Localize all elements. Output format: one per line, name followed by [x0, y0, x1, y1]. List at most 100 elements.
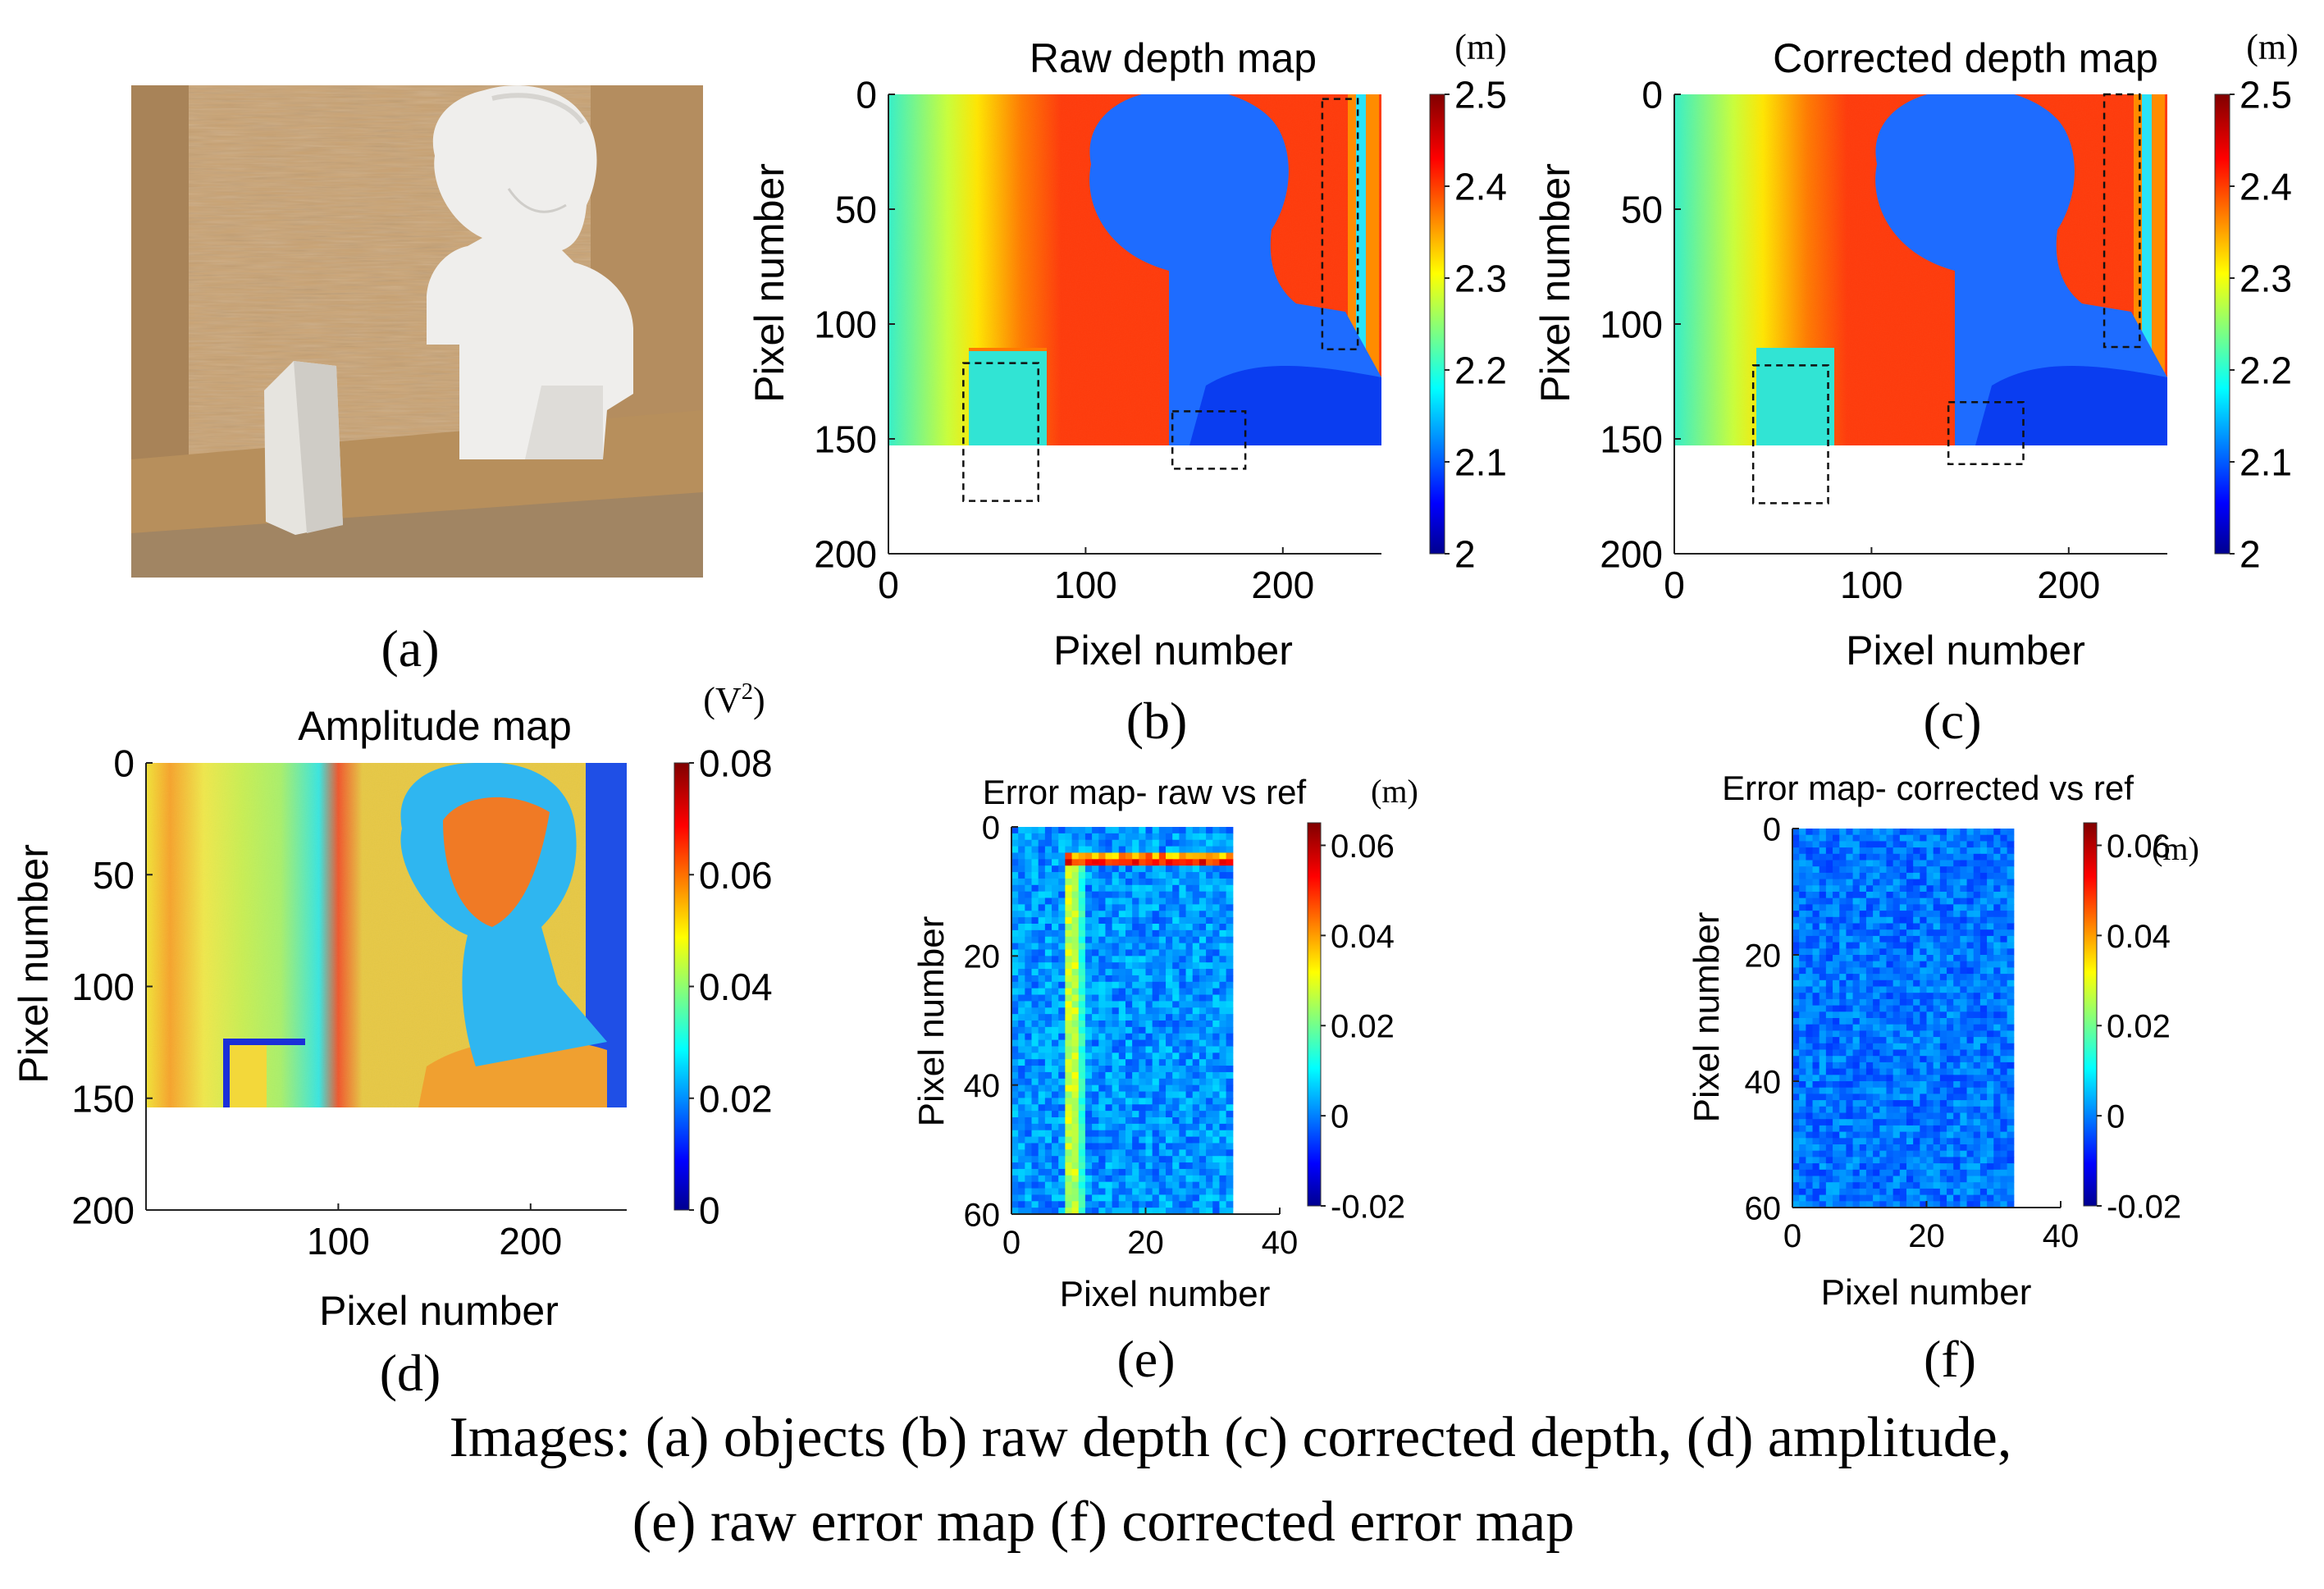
heatmap-cell: [1226, 1046, 1234, 1053]
heatmap-cell: [1105, 936, 1113, 944]
heatmap-cell: [1018, 949, 1025, 957]
heatmap-cell: [1078, 1123, 1086, 1131]
heatmap-cell: [1078, 891, 1086, 899]
heatmap-cell: [1172, 1104, 1180, 1112]
heatmap-cell: [1913, 1018, 1920, 1025]
heatmap-cell: [1979, 1068, 1988, 1075]
heatmap-cell: [1098, 1084, 1107, 1093]
heatmap-cell: [1966, 1030, 1975, 1038]
heatmap-cell: [1886, 1081, 1894, 1089]
heatmap-cell: [1825, 1138, 1833, 1145]
heatmap-cell: [1987, 1068, 1994, 1075]
heatmap-cell: [1893, 866, 1901, 874]
x-axis: 0 100 200: [1664, 547, 2167, 606]
heatmap-cell: [1158, 949, 1167, 957]
heatmap-cell: [1953, 1018, 1961, 1025]
heatmap-cell: [1812, 829, 1820, 836]
heatmap-cell: [1226, 1181, 1234, 1189]
heatmap-cell: [1158, 1156, 1167, 1163]
heatmap-cell: [1219, 1014, 1227, 1021]
heatmap-cell: [1812, 1131, 1820, 1139]
heatmap-cell: [1192, 1014, 1200, 1021]
heatmap-cell: [1886, 879, 1894, 886]
heatmap-cell: [1112, 1208, 1120, 1215]
heatmap-cell: [1052, 1071, 1059, 1080]
heatmap-cell: [1913, 904, 1920, 911]
heatmap-cell: [1185, 827, 1194, 834]
heatmap-cell: [1118, 1208, 1126, 1215]
heatmap-cell: [1078, 1066, 1086, 1073]
heatmap-cell: [1219, 904, 1227, 911]
heatmap-cell: [1939, 866, 1947, 874]
heatmap-cell: [1947, 1169, 1954, 1177]
heatmap-cell: [1139, 956, 1147, 963]
heatmap-cell: [1833, 892, 1840, 899]
heatmap-cell: [1199, 911, 1207, 918]
heatmap-cell: [1092, 878, 1099, 886]
heatmap-cell: [1953, 1194, 1961, 1202]
heatmap-cell: [1112, 1194, 1120, 1202]
heatmap-cell: [1920, 1049, 1928, 1057]
heatmap-cell: [1966, 1005, 1975, 1012]
heatmap-cell: [1226, 1143, 1234, 1150]
heatmap-cell: [1219, 1156, 1227, 1163]
heatmap-cell: [1044, 1021, 1052, 1028]
heatmap-cell: [2000, 1125, 2008, 1133]
heatmap-cell: [1899, 1131, 1907, 1139]
colorbar-unit: (m): [2152, 830, 2199, 867]
heatmap-cell: [1799, 829, 1806, 836]
heatmap-cell: [1960, 897, 1968, 905]
heatmap-cell: [1044, 1149, 1052, 1157]
heatmap-cell: [1913, 1157, 1920, 1164]
heatmap-cell: [1219, 911, 1227, 918]
heatmap-cell: [1913, 961, 1920, 968]
heatmap-cell: [1192, 1007, 1200, 1015]
heatmap-cell: [1065, 1046, 1073, 1053]
heatmap-cell: [1819, 916, 1827, 925]
heatmap-cell: [1152, 1130, 1160, 1138]
heatmap-cell: [2007, 942, 2015, 949]
heatmap-cell: [1865, 841, 1874, 848]
heatmap-cell: [1152, 1098, 1160, 1105]
heatmap-cell: [1886, 829, 1894, 836]
heatmap-cell: [1084, 865, 1093, 873]
heatmap-cell: [1792, 1024, 1800, 1031]
heatmap-cell: [1973, 1150, 1981, 1158]
heatmap-cell: [1799, 1182, 1806, 1189]
heatmap-cell: [1906, 1049, 1914, 1057]
heatmap-cell: [1879, 1075, 1888, 1082]
heatmap-cell: [1084, 1001, 1093, 1008]
heatmap-cell: [1199, 891, 1207, 899]
heatmap-cell: [1098, 911, 1107, 918]
heatmap-cell: [1839, 974, 1847, 981]
heatmap-cell: [1947, 1125, 1954, 1133]
heatmap-cell: [1145, 924, 1153, 931]
heatmap-cell: [1812, 885, 1820, 893]
heatmap-cell: [1118, 865, 1126, 873]
heatmap-cell: [1031, 1111, 1039, 1118]
heatmap-cell: [1145, 1071, 1153, 1080]
heatmap-cell: [1879, 1119, 1888, 1126]
heatmap-cell: [1933, 853, 1941, 861]
heatmap-cell: [1212, 969, 1221, 976]
heatmap-cell: [1987, 1201, 1994, 1208]
heatmap-cell: [1044, 1059, 1052, 1066]
heatmap-cell: [1132, 884, 1139, 893]
heatmap-cell: [1920, 923, 1928, 930]
heatmap-cell: [1859, 1201, 1867, 1208]
x-tick-label: 20: [1908, 1218, 1945, 1254]
heatmap-cell: [1018, 839, 1025, 847]
heatmap-cell: [1219, 949, 1227, 957]
heatmap-image: [1792, 829, 2015, 1208]
heatmap-cell: [1025, 956, 1033, 963]
photo-bust-and-prism-icon: [131, 85, 703, 578]
heatmap-cell: [1078, 1162, 1086, 1170]
heatmap-cell: [1078, 1098, 1086, 1105]
heatmap-cell: [1852, 979, 1861, 988]
heatmap-cell: [1852, 1138, 1861, 1145]
heatmap-cell: [1926, 1087, 1934, 1094]
heatmap-cell: [1152, 1046, 1160, 1053]
heatmap-cell: [1098, 1104, 1107, 1112]
heatmap-cell: [1993, 942, 2002, 949]
heatmap-cell: [1105, 1091, 1113, 1098]
